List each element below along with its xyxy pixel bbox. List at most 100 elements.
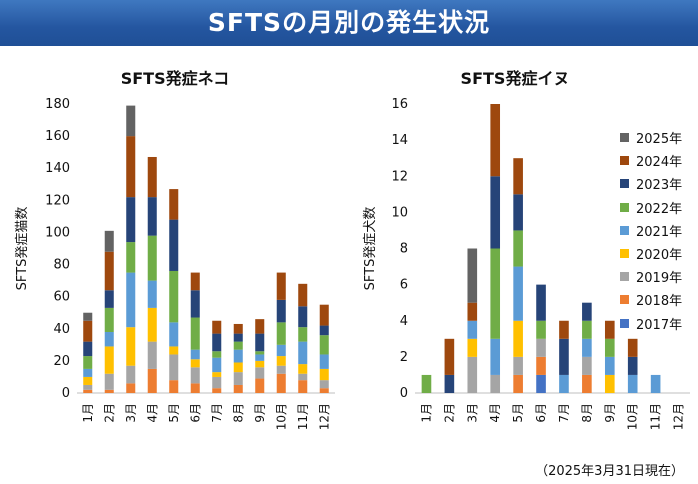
title-banner [0,0,698,46]
cat-bar-segment [255,378,265,393]
cat-bar-segment [169,219,179,271]
cat-bar-segment [104,230,114,252]
legend-label: 2025年 [636,132,683,147]
cat-bar-segment [104,307,114,332]
cat-bar-segment [83,341,93,357]
cat-bar-segment [212,372,222,377]
dog-x-tick-label: 5月 [511,403,525,423]
dog-chart-title: SFTS発症イヌ [460,69,570,88]
cat-bar-segment [147,368,157,393]
cat-y-axis-label: SFTS発症猫数 [15,207,30,291]
dog-bar-segment [604,338,615,357]
cat-bar-segment [319,335,329,355]
cat-bar-segment [233,349,243,363]
dog-bar-segment [627,374,638,393]
dog-bar-segment [467,320,478,339]
dog-ytick-label: 6 [400,278,408,293]
page-title: SFTSの月別の発生状況 [207,8,491,37]
dog-bar-segment [490,374,501,393]
dog-bar-segment [444,374,455,393]
cat-bar-segment [104,331,114,347]
dog-bar-segment [490,104,501,177]
dog-bar-segment [536,374,546,393]
cat-bar-segment [233,333,243,342]
cat-bar-segment [83,384,93,390]
dog-x-tick-label: 3月 [465,403,479,423]
dog-bar-segment [513,158,523,195]
cat-bar-segment [255,351,265,355]
cat-bar-segment [212,388,222,393]
cat-ytick-label: 20 [53,354,70,369]
dog-bar-segment [467,338,478,357]
dog-bar-segment [490,338,501,375]
cat-ytick-label: 120 [45,193,70,208]
cat-ytick-label: 100 [45,225,70,240]
cat-bar-segment [169,354,179,381]
dog-x-tick-label: 12月 [672,403,686,430]
cat-bar-segment [147,341,157,369]
dog-bar-segment [513,230,523,267]
cat-bar-segment [169,346,179,355]
cat-x-tick-label: 11月 [296,403,310,430]
dog-ytick-label: 2 [400,350,408,365]
cat-bar-segment [169,189,179,220]
dog-bar-segment [559,374,569,393]
dog-bar-segment [604,374,615,393]
dog-bar-segment [582,320,592,339]
cat-bar-segment [126,242,136,273]
cat-bar-segment [190,349,200,360]
legend-label: 2024年 [636,155,683,171]
legend-swatch [620,133,629,142]
dog-x-tick-label: 2月 [442,403,456,423]
cat-bar-segment [319,354,329,369]
dog-bar-segment [650,374,661,393]
dog-bar-segment [627,356,638,375]
cat-bar-segment [190,290,200,318]
cat-bar-segment [190,317,200,350]
cat-bar-segment [104,346,114,374]
cat-bar-segment [276,365,286,374]
cat-ytick-label: 160 [45,129,70,144]
cat-bar-segment [212,333,222,352]
cat-bar-segment [126,272,136,328]
dog-ytick-label: 14 [391,133,408,148]
cat-bar-segment [126,105,136,137]
dog-ytick-label: 12 [391,169,408,184]
dog-x-tick-label: 7月 [557,403,571,423]
cat-bar-segment [255,354,265,361]
cat-ytick-label: 180 [45,97,70,112]
cat-bar-segment [255,367,265,379]
dog-x-tick-label: 9月 [603,403,617,423]
dog-ytick-label: 8 [400,242,408,257]
cat-bar-segment [298,373,308,381]
cat-bar-segment [83,356,93,369]
dog-bar-segment [467,248,478,303]
cat-x-tick-label: 6月 [188,403,202,423]
cat-x-tick-label: 5月 [167,403,181,423]
dog-ytick-label: 10 [391,205,408,220]
dog-bar-segment [536,284,546,321]
cat-bar-segment [233,384,243,393]
cat-bar-segment [126,327,136,366]
dog-bar-segment [559,320,569,339]
cat-bar-segment [147,156,157,198]
cat-bar-segment [147,280,157,308]
legend-swatch [620,318,629,328]
cat-bar-segment [319,368,329,381]
dog-bar-segment [582,356,592,375]
dog-ytick-label: 0 [400,386,408,401]
dog-x-tick-label: 6月 [534,403,548,423]
cat-bar-segment [104,373,114,390]
cat-ytick-label: 80 [53,258,70,273]
cat-bar-segment [233,341,243,350]
cat-bar-segment [212,320,222,334]
dog-bar-segment [582,302,592,321]
dog-bar-segment [513,374,523,393]
dog-bar-segment [536,356,546,375]
legend-label: 2018年 [636,294,683,310]
cat-bar-segment [255,319,265,334]
dog-bar-segment [582,374,592,393]
cat-bar-segment [83,376,93,385]
cat-bar-segment [319,380,329,389]
